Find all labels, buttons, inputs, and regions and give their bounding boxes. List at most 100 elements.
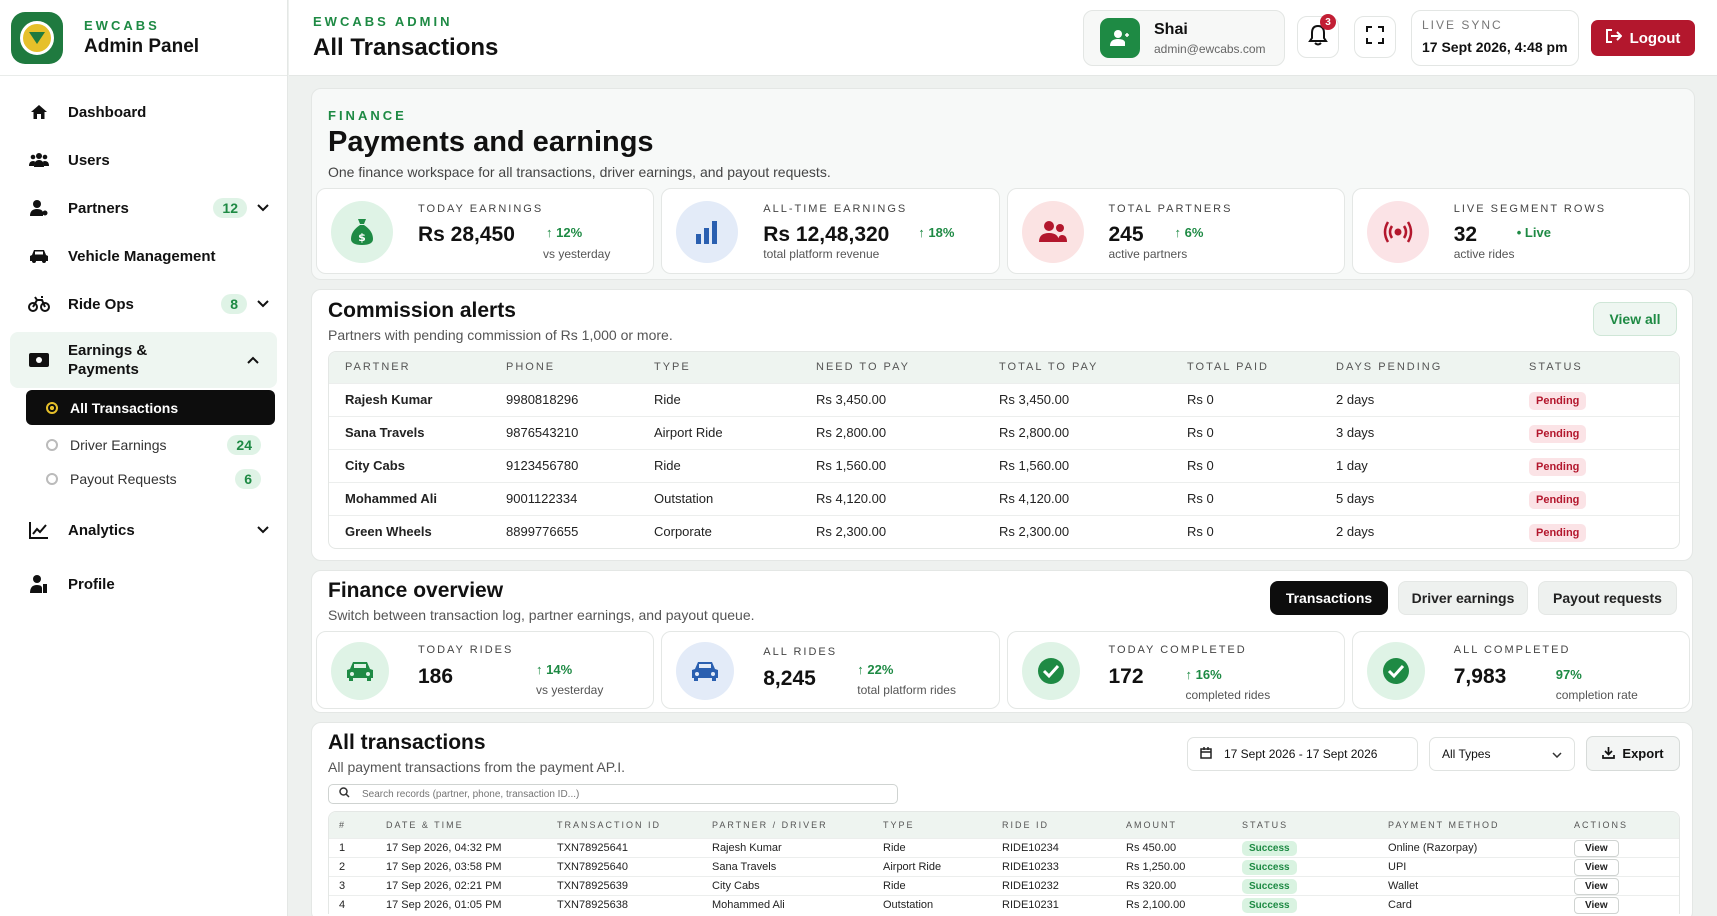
money-bag-icon: $: [331, 201, 393, 263]
logout-button[interactable]: Logout: [1591, 20, 1695, 56]
tab-payout-requests[interactable]: Payout requests: [1538, 581, 1677, 615]
table-cell: Rs 2,800.00: [816, 415, 999, 449]
broadcast-icon: [1366, 201, 1429, 263]
sub-item-label: All Transactions: [70, 399, 179, 416]
chevron-up-icon[interactable]: [247, 353, 259, 367]
user-email: admin@ewcabs.com: [1154, 41, 1266, 56]
table-cell: Rs 3,450.00: [816, 382, 999, 416]
kpi-sub: completion rate: [1555, 688, 1638, 702]
sidebar-item-analytics[interactable]: Analytics: [0, 506, 287, 554]
table-cell: RIDE10234: [1002, 837, 1126, 857]
kpi-value: Rs 28,450: [418, 223, 515, 246]
status-badge: Success: [1242, 859, 1297, 875]
table-row[interactable]: 1 17 Sep 2026, 04:32 PM TXN78925641 Rajesh …: [329, 837, 1679, 857]
table-row[interactable]: 4 17 Sep 2026, 01:05 PM TXN78925638 Mohamme…: [329, 894, 1679, 914]
sidebar-item-label: Users: [68, 151, 110, 169]
fullscreen-button[interactable]: [1354, 16, 1396, 58]
column-header: AMOUNT: [1126, 812, 1242, 838]
car-icon: [331, 642, 389, 700]
column-header: TYPE: [654, 352, 816, 383]
sidebar-item-users[interactable]: Users: [0, 136, 287, 184]
chevron-down-icon[interactable]: [257, 297, 269, 311]
date-range-picker[interactable]: 17 Sept 2026 - 17 Sept 2026: [1187, 737, 1418, 771]
table-cell: Corporate: [654, 514, 816, 548]
column-header: PARTNER: [329, 352, 506, 383]
sidebar-item-label: Partners: [68, 199, 129, 217]
kpi-label: TODAY RIDES: [418, 644, 514, 656]
table-cell: TXN78925640: [557, 856, 712, 876]
sub-item-all-transactions[interactable]: All Transactions: [26, 390, 275, 425]
sidebar-item-partners[interactable]: Partners 12: [0, 184, 287, 232]
tab-transactions[interactable]: Transactions: [1270, 581, 1388, 615]
chevron-down-icon[interactable]: [257, 523, 269, 537]
status-badge: Pending: [1529, 458, 1587, 476]
actions-cell: View: [1574, 875, 1679, 895]
export-button[interactable]: Export: [1586, 736, 1680, 771]
column-header: PAYMENT METHOD: [1388, 812, 1574, 838]
profile-icon: [28, 573, 50, 595]
actions-cell: View: [1574, 856, 1679, 876]
tab-driver-earnings[interactable]: Driver earnings: [1398, 581, 1528, 615]
table-row[interactable]: City Cabs 9123456780 Ride Rs 1,560.00 Rs 1,5…: [329, 448, 1679, 482]
sub-item-payout-requests[interactable]: Payout Requests 6: [26, 462, 275, 496]
view-button[interactable]: View: [1574, 877, 1619, 895]
kpi-label: TOTAL PARTNERS: [1108, 203, 1233, 215]
kpi-card-live-segment-rows: LIVE SEGMENT ROWS 32 • Live active rides: [1351, 188, 1690, 274]
table-row[interactable]: Mohammed Ali 9001122334 Outstation Rs 4,120…: [329, 481, 1679, 515]
table-cell: City Cabs: [712, 875, 883, 895]
status-badge: Success: [1242, 840, 1297, 856]
search-input[interactable]: [362, 788, 882, 800]
table-row[interactable]: Sana Travels 9876543210 Airport Ride Rs 2,8…: [329, 415, 1679, 449]
status-badge: Success: [1242, 897, 1297, 913]
sidebar-item-vehicle-management[interactable]: Vehicle Management: [0, 232, 287, 280]
overview-kpis: TODAY RIDES 186 ↑ 14% vs yesterday ALL R…: [316, 631, 1690, 709]
table-row[interactable]: Green Wheels 8899776655 Corporate Rs 2,300.…: [329, 514, 1679, 548]
table-row[interactable]: 3 17 Sep 2026, 02:21 PM TXN78925639 City Ca…: [329, 875, 1679, 895]
sub-item-driver-earnings[interactable]: Driver Earnings 24: [26, 428, 275, 462]
finance-subtitle: One finance workspace for all transactio…: [328, 164, 831, 180]
finance-eyebrow: FINANCE: [328, 108, 407, 123]
user-card[interactable]: Shai admin@ewcabs.com: [1083, 10, 1285, 66]
table-cell: 8899776655: [506, 514, 654, 548]
view-all-button[interactable]: View all: [1593, 302, 1677, 336]
table-cell: UPI: [1388, 856, 1574, 876]
column-header: STATUS: [1242, 812, 1388, 838]
table-cell: Green Wheels: [329, 514, 506, 548]
type-filter-select[interactable]: All Types: [1429, 737, 1575, 771]
partners-count-badge: 12: [213, 198, 247, 218]
ride-ops-count-badge: 8: [221, 294, 247, 314]
view-button[interactable]: View: [1574, 858, 1619, 876]
table-cell: 2: [329, 856, 386, 876]
view-button[interactable]: View: [1574, 839, 1619, 857]
transactions-subtitle: All payment transactions from the paymen…: [328, 759, 626, 775]
finance-title: Payments and earnings: [328, 126, 654, 158]
sidebar-item-earnings-payments[interactable]: Earnings & Payments: [10, 332, 277, 388]
sync-label: LIVE SYNC: [1422, 18, 1503, 32]
commission-alerts-section: Commission alerts Partners with pending …: [311, 289, 1693, 561]
table-cell: Rs 3,450.00: [999, 382, 1187, 416]
sidebar-item-profile[interactable]: Profile: [0, 560, 287, 608]
kpi-card-all-rides: ALL RIDES 8,245 ↑ 22% total platform rid…: [661, 631, 1000, 709]
sidebar-item-ride-ops[interactable]: Ride Ops 8: [0, 280, 287, 328]
sidebar-item-dashboard[interactable]: Dashboard: [0, 88, 287, 136]
kpi-label: TODAY EARNINGS: [418, 203, 544, 215]
chevron-down-icon[interactable]: [257, 201, 269, 215]
notifications-button[interactable]: 3: [1297, 14, 1339, 58]
table-row[interactable]: Rajesh Kumar 9980818296 Ride Rs 3,450.00 Rs …: [329, 382, 1679, 416]
kpi-card-today-earnings: $ TODAY EARNINGS Rs 28,450 ↑ 12% vs yest…: [316, 188, 655, 274]
kpi-card-total-partners: TOTAL PARTNERS 245 ↑ 6% active partners: [1006, 188, 1345, 274]
kpi-delta: ↑ 6%: [1174, 225, 1204, 240]
table-cell: Rs 1,560.00: [816, 448, 999, 482]
table-cell: Ride: [883, 875, 1002, 895]
table-header-row: PARTNER PHONE TYPE NEED TO PAY TOTAL TO …: [329, 352, 1679, 383]
status-badge: Pending: [1529, 524, 1587, 543]
status-badge: Success: [1242, 878, 1297, 894]
view-button[interactable]: View: [1574, 896, 1619, 914]
sidebar-item-label-2: Payments: [68, 361, 139, 378]
search-box[interactable]: [328, 784, 898, 804]
table-row[interactable]: 2 17 Sep 2026, 03:58 PM TXN78925640 Sana Tr…: [329, 856, 1679, 876]
status-cell: Success: [1242, 894, 1388, 914]
kpi-value: 8,245: [763, 667, 816, 690]
cash-icon: [28, 349, 50, 371]
table-cell: 2 days: [1336, 514, 1529, 548]
